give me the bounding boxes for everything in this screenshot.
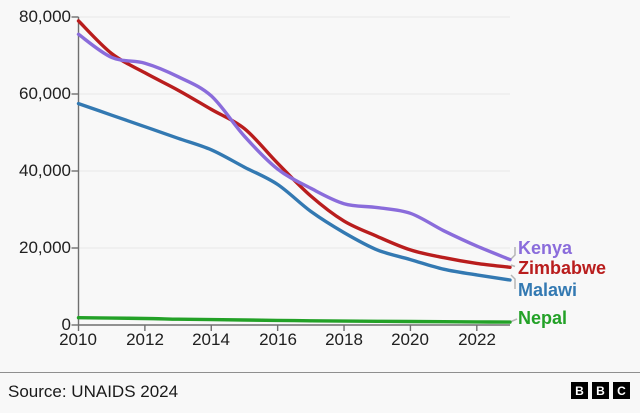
bbc-logo: B B C (571, 382, 630, 399)
legend-label-zimbabwe: Zimbabwe (518, 258, 607, 278)
legend-label-kenya: Kenya (518, 238, 573, 258)
bbc-logo-letter: C (613, 382, 630, 399)
legend-label-malawi: Malawi (518, 280, 578, 300)
x-axis-label: 2020 (391, 330, 429, 349)
chart-footer: Source: UNAIDS 2024 B B C (0, 360, 640, 413)
series-line-kenya (76, 32, 512, 262)
line-chart: 80,000 60,000 40,000 20,000 0 2010 2012 … (19, 7, 607, 349)
legend-label-nepal: Nepal (518, 308, 568, 328)
plot-area (71, 16, 518, 331)
y-axis-label: 20,000 (19, 238, 71, 257)
x-axis-label: 2014 (192, 330, 230, 349)
x-axis-label: 2016 (259, 330, 297, 349)
legend-connector (510, 274, 516, 289)
series-line-nepal (76, 316, 512, 324)
legend-connector (510, 264, 516, 268)
source-credit: Source: UNAIDS 2024 (8, 382, 179, 401)
y-axis-label: 0 (61, 315, 71, 334)
x-axis-label: 2010 (59, 330, 97, 349)
bbc-logo-letter: B (571, 382, 588, 399)
legend-connector (510, 247, 516, 260)
footer-divider (0, 372, 640, 373)
y-axis-label: 80,000 (19, 7, 71, 26)
series-line-malawi (76, 101, 512, 282)
x-axis-label: 2018 (325, 330, 363, 349)
x-axis-label: 2012 (126, 330, 164, 349)
x-axis-label: 2022 (458, 330, 496, 349)
y-axis-label: 60,000 (19, 84, 71, 103)
y-axis-label: 40,000 (19, 161, 71, 180)
bbc-logo-letter: B (592, 382, 609, 399)
